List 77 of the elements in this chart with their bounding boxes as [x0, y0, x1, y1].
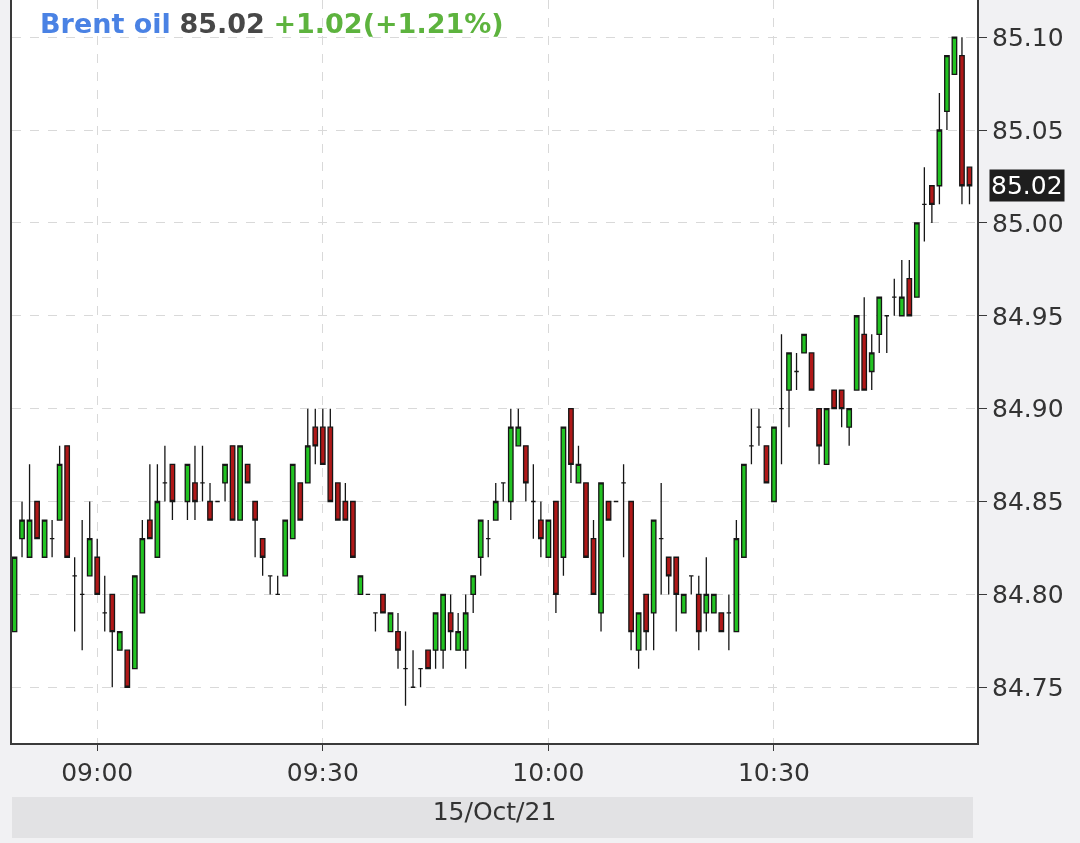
candlestick — [244, 463, 251, 484]
candlestick — [959, 36, 965, 205]
candlestick — [417, 668, 424, 688]
candlestick — [725, 593, 732, 651]
candlestick — [237, 445, 243, 521]
candlestick — [470, 575, 477, 614]
candlestick — [575, 445, 582, 484]
candlestick — [929, 185, 935, 224]
y-tick-label: 85.00 — [992, 208, 1064, 238]
candlestick — [876, 296, 883, 354]
x-axis-title: 15/Oct/21 — [432, 796, 557, 826]
y-tick-label: 85.10 — [992, 22, 1064, 52]
candlestick — [282, 519, 289, 577]
candlestick — [492, 482, 499, 521]
candlestick — [553, 500, 559, 614]
candlestick — [913, 222, 920, 298]
candlestick — [891, 277, 898, 317]
candlestick — [199, 445, 206, 503]
candlestick — [395, 612, 401, 670]
candlestick — [207, 482, 213, 521]
y-tick-label: 85.05 — [992, 115, 1064, 145]
candlestick — [537, 500, 544, 558]
candlestick — [771, 426, 777, 503]
candlestick — [568, 408, 574, 484]
candlestick — [222, 463, 228, 503]
candlestick — [793, 352, 800, 391]
candlestick — [733, 519, 740, 633]
candlestick — [680, 593, 687, 614]
y-tick-label: 84.75 — [992, 673, 1064, 703]
candlestick — [650, 519, 657, 651]
candlestick — [816, 408, 822, 466]
candlestick — [477, 519, 484, 577]
candlestick — [801, 333, 807, 354]
candlestick — [267, 575, 274, 596]
candlestick — [741, 463, 747, 558]
candlestick — [440, 593, 446, 670]
candlestick — [786, 352, 792, 428]
candlestick — [252, 500, 259, 558]
candlestick — [583, 482, 589, 558]
y-tick-label: 84.85 — [992, 487, 1064, 517]
candlestick — [500, 482, 507, 503]
candlestick — [944, 55, 950, 131]
candlestick — [628, 500, 634, 651]
candlestick — [372, 612, 379, 633]
y-tick-label: 84.90 — [992, 394, 1064, 424]
candlestick — [432, 612, 439, 670]
candlestick — [748, 408, 755, 466]
candlestick — [883, 315, 890, 354]
candlestick — [522, 445, 529, 503]
candlestick — [192, 445, 198, 521]
candlestick — [410, 649, 416, 688]
candlestick — [274, 575, 281, 596]
x-tick-label: 09:30 — [286, 758, 359, 787]
x-tick-label: 10:30 — [737, 758, 810, 787]
candlestick — [530, 463, 537, 540]
candlestick — [620, 463, 627, 558]
candlestick — [658, 482, 665, 596]
candlestick — [936, 92, 943, 205]
y-tick-label: 84.80 — [992, 580, 1064, 610]
candlestick — [350, 500, 356, 558]
x-tick-label: 09:00 — [61, 758, 134, 787]
candlestick — [598, 482, 604, 633]
y-tick-label: 84.95 — [992, 301, 1064, 331]
chart-title: Brent oil 85.02 +1.02(+1.21%) — [40, 8, 504, 40]
candlestick — [778, 333, 785, 466]
text: 85.02 — [991, 171, 1063, 200]
candlestick — [756, 408, 762, 447]
candlestick — [485, 519, 492, 558]
candlestick — [402, 630, 409, 707]
candlestick — [868, 333, 875, 391]
candlestick — [921, 166, 928, 243]
candlestick — [462, 593, 469, 670]
candlestick — [688, 575, 695, 596]
x-tick-label: 10:00 — [512, 758, 585, 787]
candlestick — [259, 538, 266, 577]
candlestick — [425, 649, 431, 670]
candlestick — [380, 593, 386, 614]
